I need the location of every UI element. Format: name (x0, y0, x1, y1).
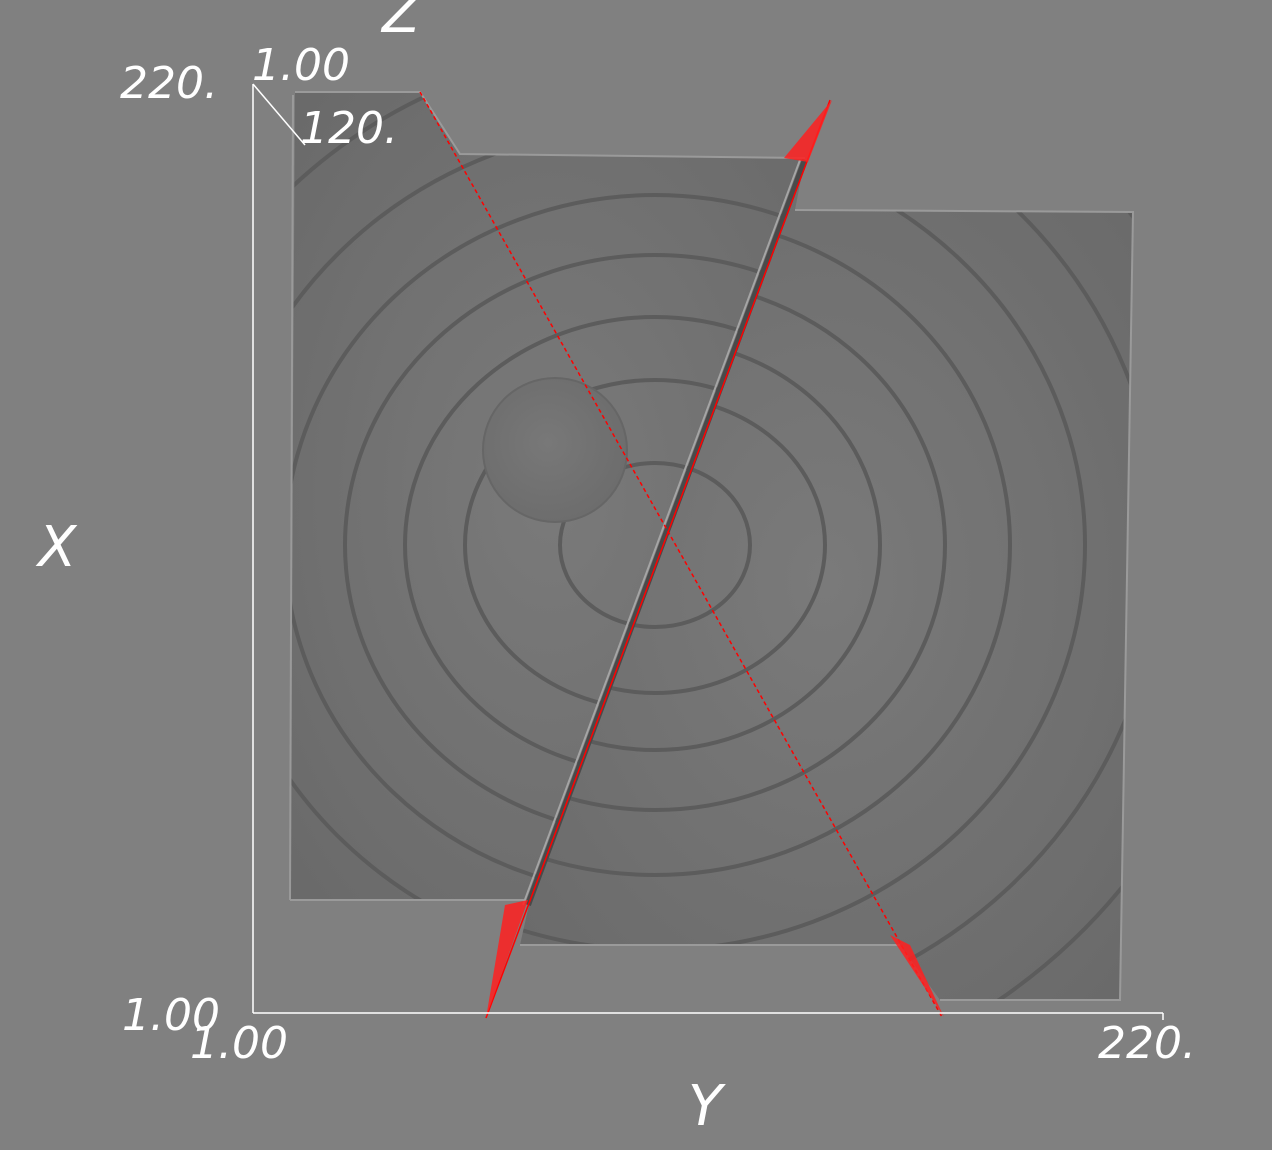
y-axis-title: Y (688, 1074, 726, 1139)
red-edge-lines (419, 91, 944, 1019)
x-axis-min-label: 1.00 (122, 990, 220, 1041)
x-axis-title: X (35, 515, 78, 580)
z-axis-line (252, 83, 306, 146)
z-axis-title: Z (380, 0, 422, 46)
red-wedge-bottom-right (890, 935, 944, 1017)
red-wedge-top (784, 100, 832, 162)
z-axis-max-label: 120. (300, 103, 398, 154)
slice-outlines (289, 91, 1135, 1001)
sphere-highlight (482, 377, 628, 523)
z-axis-min-label: 1.00 (252, 40, 350, 91)
axes-lines (252, 83, 1164, 1020)
red-wedge-bottom-left (486, 900, 528, 1018)
y-axis-max-label: 220. (1098, 1018, 1196, 1069)
y-axis-min-label: 1.00 (190, 1018, 288, 1069)
x-axis-max-label: 220. (120, 58, 218, 109)
